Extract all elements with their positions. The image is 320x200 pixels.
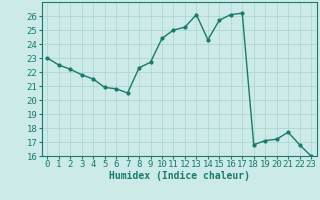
X-axis label: Humidex (Indice chaleur): Humidex (Indice chaleur) (109, 171, 250, 181)
